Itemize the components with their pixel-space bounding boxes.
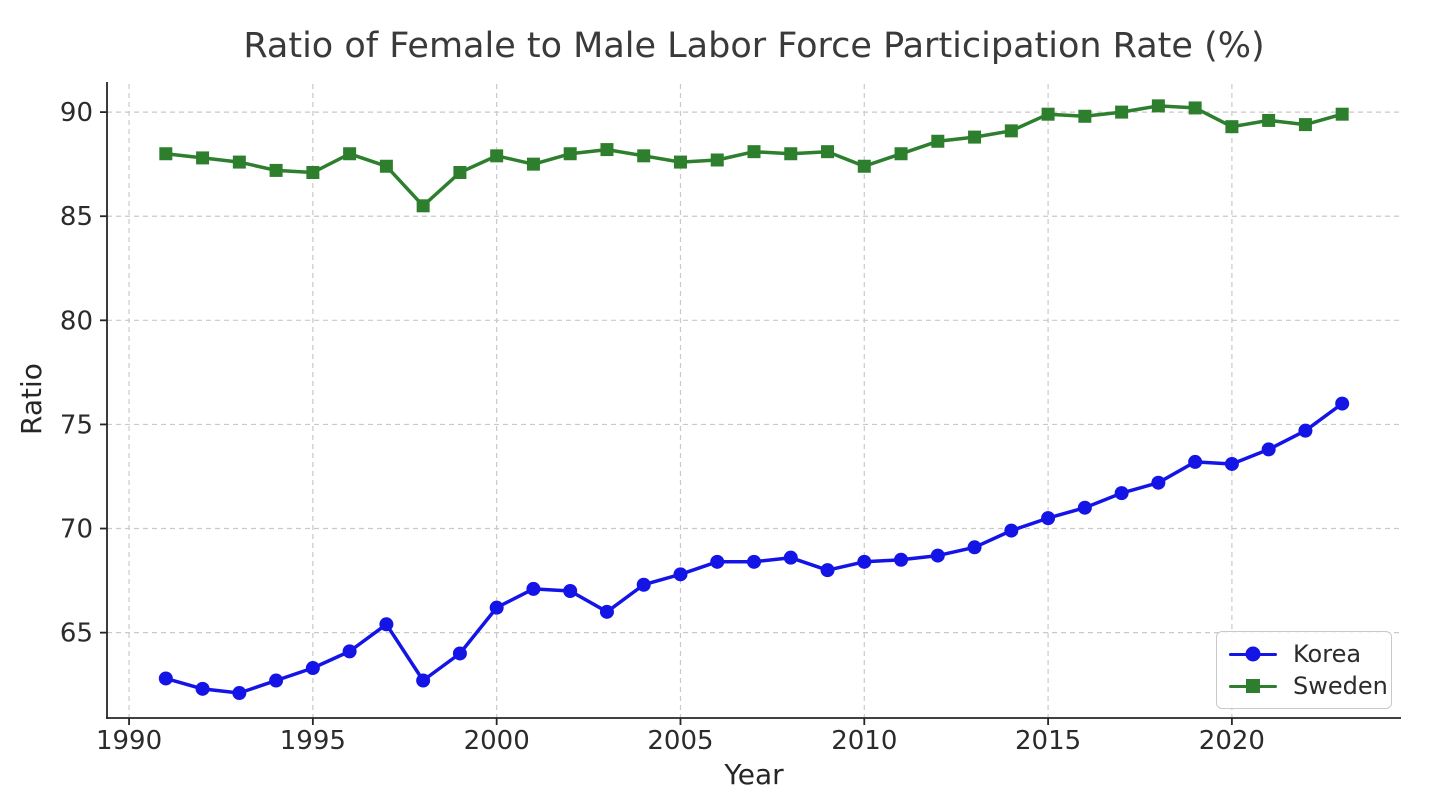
sweden-line-sample (1229, 678, 1277, 694)
sweden-marker (784, 147, 798, 161)
korea-marker (1188, 454, 1203, 469)
korea-marker (1261, 442, 1276, 457)
y-tick-label: 90 (60, 98, 93, 128)
y-tick-label: 65 (60, 619, 93, 649)
korea-marker (894, 552, 909, 567)
sweden-marker (1041, 107, 1055, 121)
sweden-marker (232, 155, 246, 169)
korea-marker (526, 581, 541, 596)
y-axis-label: Ratio (15, 363, 48, 435)
y-tick-label: 70 (60, 515, 93, 545)
sweden-marker (1262, 113, 1276, 127)
korea-marker (269, 673, 284, 688)
korea-marker (857, 554, 872, 569)
sweden-marker (196, 151, 210, 165)
sweden-marker (1225, 120, 1239, 134)
sweden-marker (563, 147, 577, 161)
korea-marker (1077, 500, 1092, 515)
sweden-marker (637, 149, 651, 163)
korea-marker (967, 540, 982, 555)
korea-marker (747, 554, 761, 569)
korea-marker (305, 661, 320, 676)
korea-marker (1114, 486, 1129, 501)
korea-marker (783, 550, 798, 565)
sweden-marker (526, 157, 540, 171)
sweden-marker (673, 155, 687, 169)
sweden-marker (600, 143, 614, 157)
korea-marker (158, 671, 173, 686)
sweden-marker (453, 165, 467, 179)
sweden-marker (306, 165, 320, 179)
korea-marker (1004, 523, 1019, 538)
sweden-marker (343, 147, 357, 161)
korea-marker (1335, 396, 1350, 411)
korea-marker (673, 567, 688, 582)
legend-label-korea: Korea (1293, 640, 1362, 668)
korea-marker (563, 583, 578, 598)
legend-label-sweden: Sweden (1293, 672, 1388, 700)
x-tick-label: 1990 (96, 726, 162, 756)
sweden-marker (1298, 118, 1312, 132)
korea-marker (195, 681, 210, 696)
sweden-marker (159, 147, 173, 161)
sweden-marker (416, 199, 430, 213)
korea-marker (636, 577, 651, 592)
sweden-marker (1078, 109, 1092, 123)
sweden-marker (1004, 124, 1018, 138)
korea-marker (379, 617, 394, 632)
sweden-marker (894, 147, 908, 161)
x-tick-label: 1995 (280, 726, 346, 756)
sweden-marker (931, 134, 945, 148)
y-tick-label: 85 (60, 202, 93, 232)
korea-marker (232, 686, 247, 701)
korea-line (164, 401, 1344, 695)
korea-line-sample (1229, 646, 1277, 662)
x-tick-label: 2010 (831, 726, 897, 756)
x-tick-label: 2020 (1199, 726, 1265, 756)
sweden-marker (1115, 105, 1129, 119)
x-axis-label: Year (724, 758, 784, 791)
x-tick-label: 2015 (1015, 726, 1081, 756)
korea-marker (452, 646, 467, 661)
legend-item-sweden: Sweden (1229, 672, 1388, 700)
chart-title: Ratio of Female to Male Labor Force Part… (243, 26, 1265, 66)
korea-marker (710, 554, 725, 569)
korea-marker (1298, 423, 1313, 438)
sweden-marker (1335, 107, 1349, 121)
sweden-square-marker-icon (1246, 679, 1260, 693)
korea-marker (1041, 511, 1056, 526)
sweden-marker (1188, 101, 1202, 115)
sweden-marker (379, 159, 393, 173)
korea-marker (820, 563, 835, 578)
korea-marker (342, 644, 357, 659)
x-tick-label: 2000 (464, 726, 530, 756)
korea-marker (416, 673, 431, 688)
sweden-marker (269, 163, 283, 177)
sweden-marker (710, 153, 724, 167)
sweden-marker (821, 145, 835, 159)
sweden-marker (857, 159, 871, 173)
sweden-marker (1151, 99, 1165, 113)
korea-marker (599, 604, 614, 619)
sweden-marker (490, 149, 504, 163)
legend: Korea Sweden (1216, 631, 1392, 709)
korea-marker (930, 548, 945, 563)
sweden-marker (747, 145, 761, 159)
y-tick-label: 80 (60, 306, 93, 336)
x-tick-label: 2005 (647, 726, 713, 756)
korea-marker (1224, 456, 1239, 471)
korea-marker (1151, 475, 1166, 490)
sweden-marker (968, 130, 982, 144)
legend-item-korea: Korea (1229, 640, 1379, 668)
y-tick-label: 75 (60, 410, 93, 440)
korea-marker (489, 600, 504, 615)
korea-circle-marker-icon (1245, 646, 1261, 662)
